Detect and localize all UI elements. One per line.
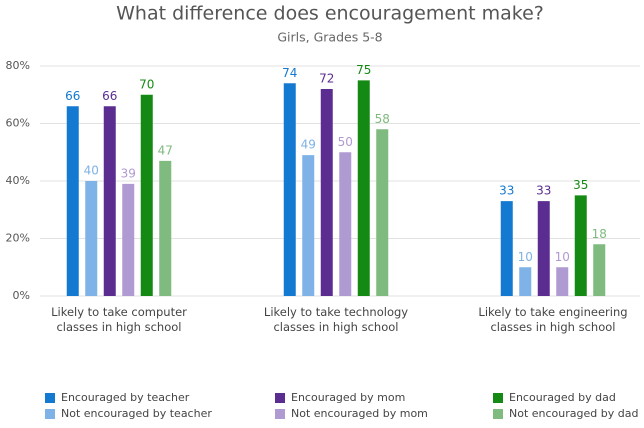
legend-label: Not encouraged by mom [291, 407, 428, 420]
x-tick-label: Likely to take computer classes in high … [51, 305, 187, 334]
bar [500, 201, 513, 296]
data-label: 39 [121, 166, 136, 180]
data-label: 72 [319, 72, 334, 86]
legend-swatch [275, 393, 285, 403]
bar [122, 183, 135, 296]
data-label: 47 [158, 143, 173, 157]
data-label: 58 [375, 112, 390, 126]
bar [103, 106, 116, 296]
bar [140, 94, 153, 296]
legend-label: Encouraged by dad [509, 391, 616, 404]
bar [376, 129, 389, 296]
legend-label: Encouraged by teacher [61, 391, 190, 404]
bar [66, 106, 79, 296]
data-label: 10 [518, 250, 533, 264]
chart-subtitle: Girls, Grades 5-8 [277, 30, 382, 45]
bar [519, 267, 532, 296]
y-tick-label: 0% [13, 289, 30, 302]
x-tick-label: Likely to take technology classes in hig… [263, 305, 409, 334]
bar [339, 152, 352, 296]
legend-label: Encouraged by mom [291, 391, 405, 404]
y-tick-label: 80% [6, 59, 30, 72]
data-label: 74 [282, 66, 297, 80]
data-label: 50 [338, 135, 353, 149]
y-tick-label: 60% [6, 117, 30, 130]
bar [283, 83, 296, 296]
bar [593, 244, 606, 296]
data-label: 18 [592, 227, 607, 241]
bar [85, 181, 98, 296]
bar [320, 89, 333, 296]
data-label: 66 [65, 89, 80, 103]
data-label: 49 [301, 138, 316, 152]
data-label: 70 [139, 77, 154, 91]
data-label: 75 [356, 63, 371, 77]
legend-label: Not encouraged by dad [509, 407, 638, 420]
bar [537, 201, 550, 296]
legend-swatch [493, 393, 503, 403]
bar [357, 80, 370, 296]
bar [302, 155, 315, 296]
bar [556, 267, 569, 296]
bar [574, 195, 587, 296]
legend-swatch [45, 409, 55, 419]
x-tick-label: Likely to take engineering classes in hi… [478, 305, 628, 334]
data-label: 35 [573, 178, 588, 192]
bar [159, 160, 172, 296]
legend-swatch [275, 409, 285, 419]
legend-swatch [493, 409, 503, 419]
legend-label: Not encouraged by teacher [61, 407, 212, 420]
data-label: 66 [102, 89, 117, 103]
y-tick-label: 40% [6, 174, 30, 187]
legend-swatch [45, 393, 55, 403]
chart-title: What difference does encouragement make? [116, 3, 544, 25]
data-label: 33 [536, 184, 551, 198]
data-label: 10 [555, 250, 570, 264]
data-label: 33 [499, 184, 514, 198]
y-tick-label: 20% [6, 232, 30, 245]
data-label: 40 [84, 164, 99, 178]
